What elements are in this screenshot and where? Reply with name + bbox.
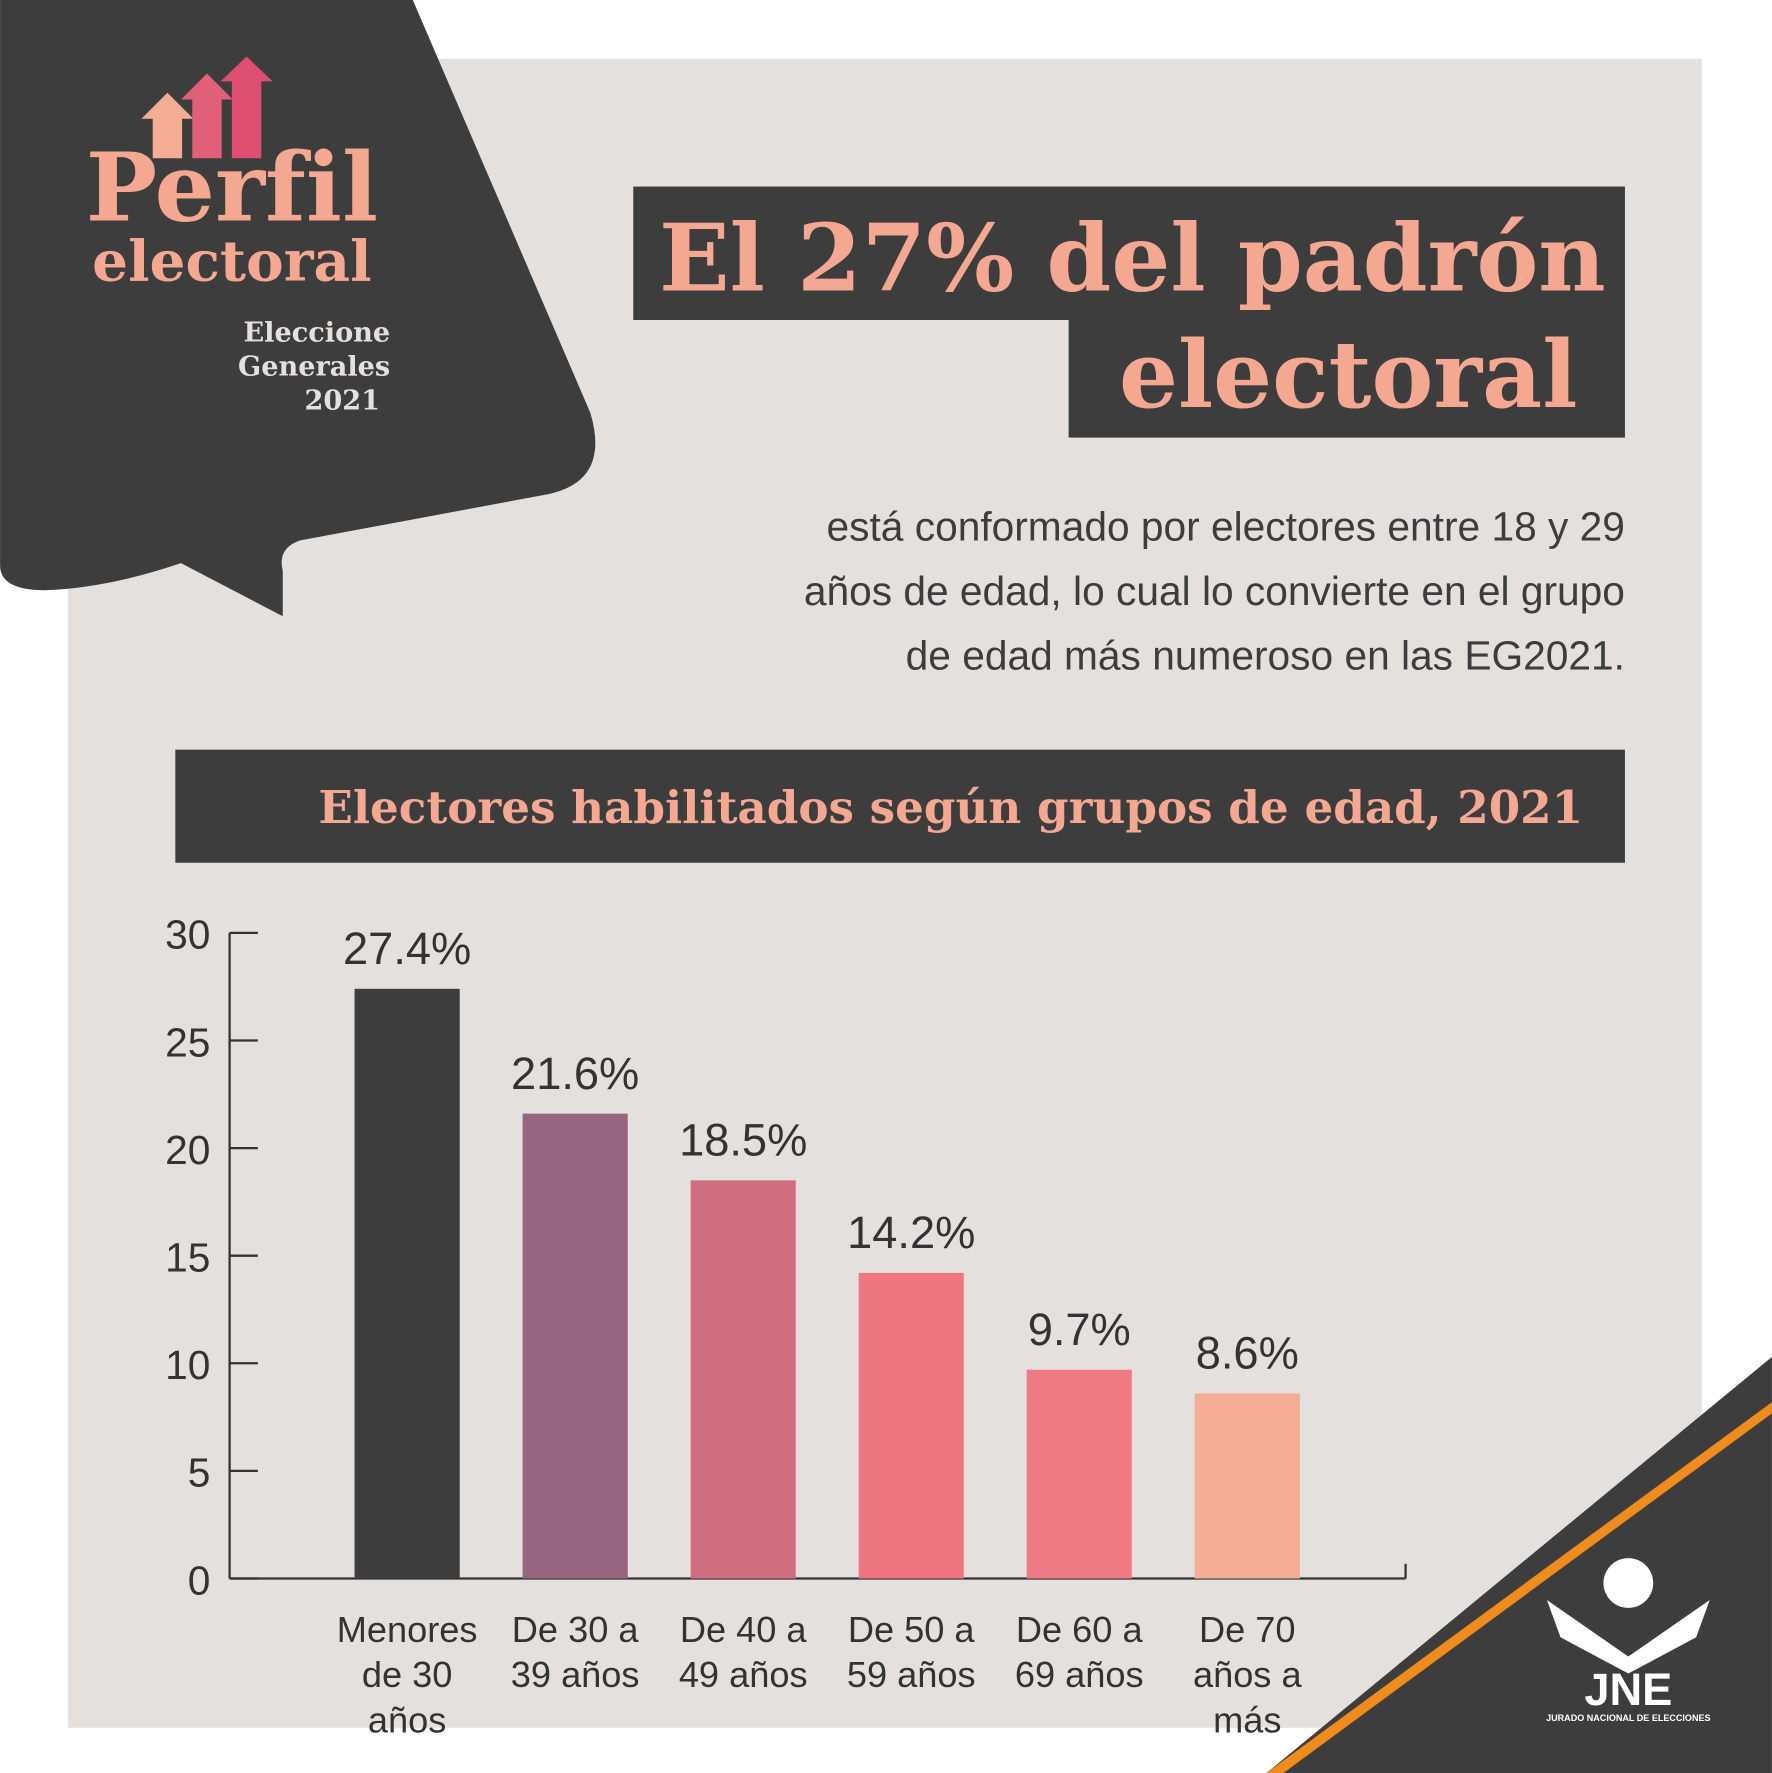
y-tick-label: 0 bbox=[188, 1557, 211, 1603]
value-label: 9.7% bbox=[1028, 1304, 1131, 1355]
headline: electoral bbox=[1119, 320, 1577, 429]
chart-title-box bbox=[175, 749, 1625, 863]
y-tick-label: 5 bbox=[188, 1450, 211, 1496]
y-tick-label: 15 bbox=[165, 1235, 210, 1281]
logo-name: JNE bbox=[1584, 1664, 1672, 1715]
x-tick-label: De 50 a 59 años bbox=[847, 1609, 976, 1695]
paragraph-line: está conformado por electores entre 18 y… bbox=[827, 503, 1625, 549]
value-label: 27.4% bbox=[343, 923, 471, 974]
x-tick-line: más bbox=[1213, 1699, 1281, 1740]
value-label: 8.6% bbox=[1196, 1328, 1299, 1379]
y-tick-label: 10 bbox=[165, 1342, 210, 1388]
bar bbox=[522, 1113, 628, 1579]
value-label: 18.5% bbox=[679, 1114, 807, 1165]
y-tick-label: 30 bbox=[165, 912, 210, 958]
x-tick-line: De 50 a bbox=[848, 1609, 976, 1650]
y-tick-label: 20 bbox=[165, 1127, 210, 1173]
arrows-icon bbox=[141, 56, 273, 159]
bar bbox=[1026, 1369, 1132, 1579]
brand-title: Perfil bbox=[86, 132, 378, 243]
x-tick-line: años a bbox=[1193, 1654, 1302, 1695]
bar bbox=[690, 1180, 796, 1579]
value-label: 14.2% bbox=[847, 1207, 975, 1258]
x-tick-line: 39 años bbox=[511, 1654, 640, 1695]
bar bbox=[858, 1272, 964, 1579]
brand-event: Generales bbox=[238, 351, 390, 382]
brand-event: Eleccione bbox=[244, 317, 391, 348]
x-tick-line: 49 años bbox=[679, 1654, 808, 1695]
paragraph-line: de edad más numeroso en las EG2021. bbox=[906, 632, 1625, 678]
x-tick-line: años bbox=[368, 1699, 446, 1740]
logo-full-name: JURADO NACIONAL DE ELECCIONES bbox=[1546, 1713, 1710, 1723]
x-tick-line: 69 años bbox=[1015, 1654, 1144, 1695]
headline-box bbox=[1068, 319, 1625, 438]
x-tick-line: De 40 a bbox=[680, 1609, 808, 1650]
y-tick-label: 25 bbox=[165, 1019, 210, 1065]
value-label: 21.6% bbox=[511, 1048, 639, 1099]
brand-subtitle: electoral bbox=[92, 228, 371, 294]
jne-logo: JNE JURADO NACIONAL DE ELECCIONES bbox=[1546, 1558, 1711, 1723]
x-tick-line: De 60 a bbox=[1016, 1609, 1144, 1650]
x-tick-line: De 70 bbox=[1199, 1609, 1296, 1650]
x-tick-line: 59 años bbox=[847, 1654, 976, 1695]
headline: El 27% del padrón bbox=[659, 204, 1606, 313]
x-tick-line: Menores bbox=[337, 1609, 478, 1650]
x-tick-line: De 30 a bbox=[512, 1609, 640, 1650]
x-tick-label: De 30 a 39 años bbox=[511, 1609, 640, 1695]
brand-bubble bbox=[0, 0, 596, 617]
x-tick-label: De 70 años a más bbox=[1193, 1609, 1302, 1740]
bar bbox=[1194, 1393, 1300, 1579]
x-tick-line: de 30 bbox=[362, 1654, 453, 1695]
x-tick-label: Menores de 30 años bbox=[337, 1609, 478, 1740]
bar bbox=[354, 988, 460, 1579]
x-tick-label: De 60 a 69 años bbox=[1015, 1609, 1144, 1695]
headline-box bbox=[633, 186, 1625, 320]
chart-title: Electores habilitados según grupos de ed… bbox=[318, 781, 1583, 834]
paragraph-line: años de edad, lo cual lo convierte en el… bbox=[804, 568, 1625, 614]
x-tick-label: De 40 a 49 años bbox=[679, 1609, 808, 1695]
brand-event: 2021 bbox=[304, 385, 380, 416]
